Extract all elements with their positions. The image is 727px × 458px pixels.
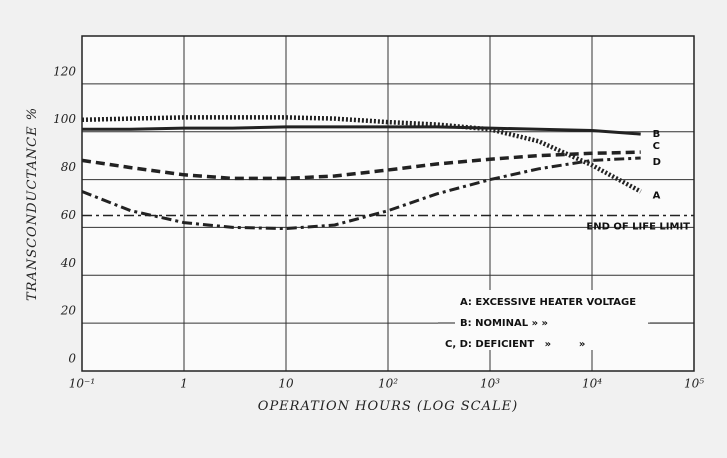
y-tick-label: 60 (61, 208, 77, 222)
x-axis-label: OPERATION HOURS (LOG SCALE) (258, 399, 518, 414)
x-tick-label: 10 (278, 377, 294, 391)
limit-label: END OF LIFE LIMIT (586, 221, 690, 232)
plot-frame (81, 35, 695, 372)
series-end-label: B (653, 129, 661, 140)
series-line (81, 150, 641, 181)
series-end-label: D (653, 157, 661, 168)
series-end-label: A (653, 191, 661, 202)
y-tick-label: 40 (60, 256, 77, 270)
series-line (82, 125, 641, 136)
y-tick-label: 0 (68, 352, 76, 366)
y-tick-label: 120 (53, 64, 76, 78)
legend-text: A: EXCESSIVE HEATER VOLTAGE (460, 297, 636, 308)
legend-text: C, D: DEFICIENT » » (445, 339, 585, 350)
x-tick-label: 10⁻¹ (69, 377, 95, 391)
y-axis-label: TRANSCONDUCTANCE % (25, 107, 40, 301)
lines (81, 115, 694, 231)
series-line (81, 115, 642, 194)
series-line (81, 156, 641, 231)
x-tick-label: 10² (378, 377, 398, 391)
x-tick-label: 10⁴ (582, 377, 602, 391)
y-tick-label: 80 (61, 160, 77, 174)
y-tick-label: 100 (53, 112, 76, 126)
y-tick-label: 20 (60, 304, 77, 318)
legend-box (438, 290, 648, 350)
x-tick-label: 10³ (480, 377, 500, 391)
x-tick-label: 10⁵ (684, 377, 704, 391)
x-tick-label: 1 (180, 377, 188, 391)
legend-text: B: NOMINAL » » (460, 318, 548, 329)
series-end-label: C (653, 141, 660, 152)
